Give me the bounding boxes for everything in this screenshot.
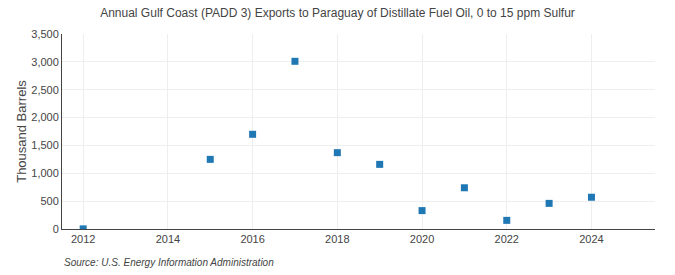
svg-text:2012: 2012 bbox=[71, 233, 95, 245]
svg-text:3,500: 3,500 bbox=[31, 28, 59, 40]
svg-text:2024: 2024 bbox=[579, 233, 603, 245]
svg-text:3,000: 3,000 bbox=[31, 56, 59, 68]
svg-text:0: 0 bbox=[53, 223, 59, 235]
svg-text:1,500: 1,500 bbox=[31, 139, 59, 151]
svg-text:Annual Gulf Coast (PADD 3) Exp: Annual Gulf Coast (PADD 3) Exports to Pa… bbox=[100, 6, 575, 20]
svg-text:2022: 2022 bbox=[495, 233, 519, 245]
svg-text:2014: 2014 bbox=[156, 233, 180, 245]
svg-text:500: 500 bbox=[40, 195, 58, 207]
svg-text:Source: U.S. Energy Informatio: Source: U.S. Energy Information Administ… bbox=[64, 257, 274, 268]
svg-text:Thousand Barrels: Thousand Barrels bbox=[14, 80, 29, 183]
svg-text:1,000: 1,000 bbox=[31, 167, 59, 179]
svg-text:2016: 2016 bbox=[240, 233, 264, 245]
svg-text:2,000: 2,000 bbox=[31, 111, 59, 123]
svg-text:2020: 2020 bbox=[410, 233, 434, 245]
svg-text:2,500: 2,500 bbox=[31, 84, 59, 96]
svg-text:2018: 2018 bbox=[325, 233, 349, 245]
